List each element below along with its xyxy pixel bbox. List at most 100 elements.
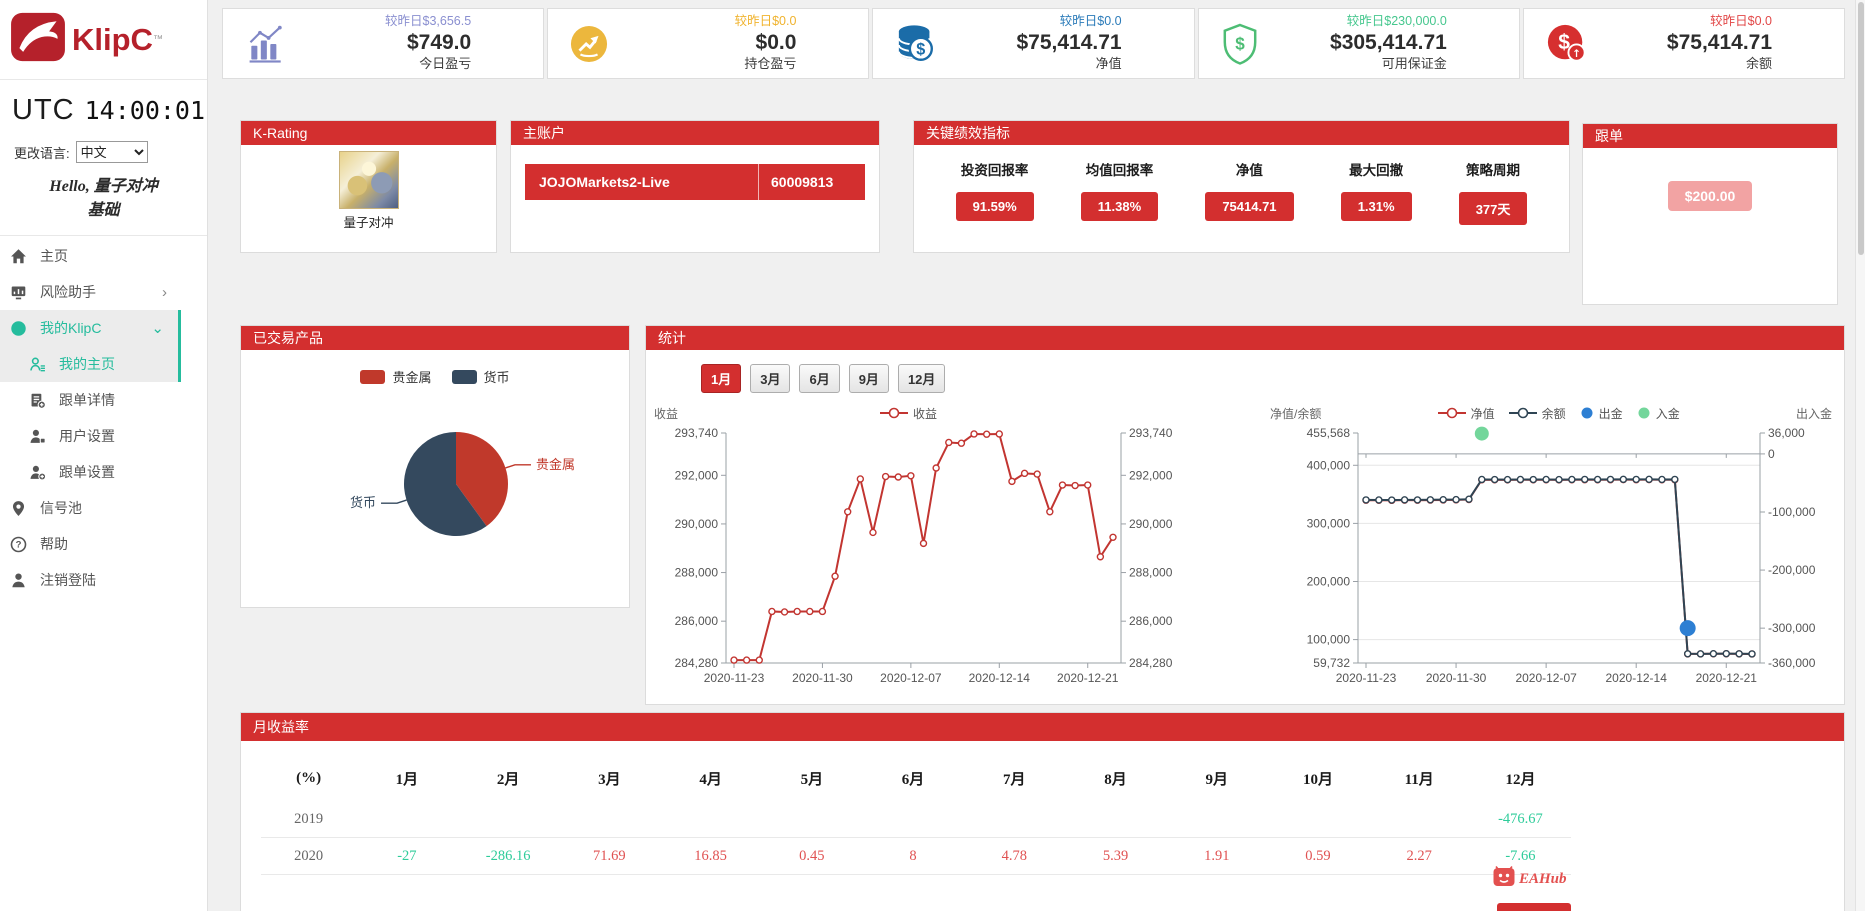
profit-chart: 284,280 286,000 288,000 290,000 292,000 293,7… [654, 423, 1199, 700]
page-scrollbar[interactable] [1855, 0, 1865, 911]
legend-item-出金[interactable]: 出金 [1580, 405, 1623, 422]
main-content: 较昨日$3,656.5 $749.0 今日盈亏 较昨日$0.0 $0.0 持仓盈亏 $ 较昨日… [208, 0, 1865, 911]
stats-tabs: 1月 3月 6月 9月 12月 [701, 364, 1844, 393]
logout-icon [9, 572, 27, 589]
sidebar-item-我的KlipC[interactable]: 我的KlipC ⌄ [0, 310, 181, 346]
tab-12月[interactable]: 12月 [897, 364, 946, 393]
doc-plus-icon [28, 392, 46, 409]
sidebar: KlipC ™ UTC 14:00:01 更改语言: 中文 Hello, 量子对… [0, 0, 208, 911]
stat-label: 持仓盈亏 [744, 56, 797, 72]
kpi-value: 75414.71 [1205, 192, 1294, 221]
kpi-header: 关键绩效指标 [914, 121, 1569, 145]
kpi-label: 策略周期 [1466, 163, 1521, 178]
svg-text:2020-12-21: 2020-12-21 [1696, 671, 1758, 685]
tab-9月[interactable]: 9月 [848, 364, 889, 393]
main-account-header: 主账户 [511, 121, 879, 145]
scrollbar-thumb[interactable] [1858, 2, 1864, 255]
svg-text:100,000: 100,000 [1307, 633, 1351, 647]
greeting-line1: Hello, 量子对冲 [49, 178, 158, 195]
monthly-action-button[interactable] [1497, 903, 1571, 911]
language-label: 更改语言: [14, 145, 70, 161]
profit-legend: 收益 [880, 405, 937, 422]
kpi-value: 11.38% [1080, 192, 1159, 221]
monthly-returns-table: (%) 1月 2月 3月 4月 5月 6月 7月 8月 9月 10月 11月 12月 2019 -476.6… [241, 755, 1571, 911]
kpi-item-均值回报率: 均值回报率 11.38% [1080, 145, 1159, 225]
copy-amount-button[interactable]: $200.00 [1668, 181, 1752, 211]
svg-text:2020-12-07: 2020-12-07 [1515, 671, 1577, 685]
copy-trade-header: 跟单 [1583, 124, 1837, 148]
sidebar-item-风险助手[interactable]: 风险助手 › [0, 274, 181, 310]
trend-circle-icon [570, 25, 616, 63]
equity-axis-title-right: 出入金 [1796, 406, 1833, 421]
circle-icon [9, 320, 27, 337]
sidebar-item-我的主页[interactable]: 我的主页 [0, 346, 181, 382]
statistics-header: 统计 [646, 326, 1844, 350]
sidebar-item-label: 跟单设置 [59, 464, 115, 480]
kpi-item-策略周期: 策略周期 377天 [1458, 145, 1528, 225]
tab-3月[interactable]: 3月 [750, 364, 791, 393]
monthly-returns-card: 月收益率 (%) 1月 2月 3月 4月 5月 6月 7月 8月 9月 10月 11月 12月 2019-… [240, 712, 1845, 911]
svg-text:290,000: 290,000 [1129, 517, 1173, 531]
svg-text:-100,000: -100,000 [1768, 505, 1816, 519]
user-gear-icon [28, 428, 46, 445]
account-bar[interactable]: JOJOMarkets2-Live 60009813 [525, 164, 865, 200]
stat-value: $75,414.71 [1016, 31, 1122, 55]
help-icon: ? [9, 536, 27, 553]
legend-item-净值[interactable]: 净值 [1437, 405, 1495, 422]
sidebar-item-跟单详情[interactable]: 跟单详情 [0, 382, 181, 418]
logo[interactable]: KlipC ™ [0, 0, 207, 80]
stat-label: 可用保证金 [1381, 56, 1447, 72]
kpi-body: 投资回报率 91.59% 均值回报率 11.38% 净值 75414.71 最大回撤 1.31… [914, 145, 1569, 225]
kpi-item-投资回报率: 投资回报率 91.59% [955, 145, 1034, 225]
products-pie-chart: 贵金属 货币 [241, 386, 629, 599]
person-list-icon [28, 356, 46, 373]
chevron-right-icon: › [162, 283, 167, 301]
stat-label: 净值 [1095, 56, 1122, 72]
stat-delta: 较昨日$230,000.0 [1346, 14, 1447, 29]
clock-prefix: UTC [12, 94, 75, 126]
sidebar-item-主页[interactable]: 主页 [0, 238, 181, 274]
stat-value: $305,414.71 [1330, 31, 1447, 55]
statistics-card: 统计 1月 3月 6月 9月 12月 收益 收益 284,280 286,000 288,0… [645, 325, 1845, 705]
sidebar-item-label: 注销登陆 [40, 572, 96, 588]
svg-text:货币: 货币 [350, 495, 376, 510]
tab-6月[interactable]: 6月 [799, 364, 840, 393]
shield-dollar-icon: $ [1221, 23, 1267, 65]
account-name: JOJOMarkets2-Live [525, 164, 759, 200]
svg-text:2020-12-14: 2020-12-14 [1606, 671, 1668, 685]
sidebar-item-帮助[interactable]: ? 帮助 [0, 526, 181, 562]
equity-legend: 净值 余额 出金 入金 [1437, 405, 1680, 422]
language-select[interactable]: 中文 [75, 141, 148, 163]
main-account-card: 主账户 JOJOMarkets2-Live 60009813 [510, 120, 880, 253]
legend-item-收益[interactable]: 收益 [880, 405, 937, 422]
tab-1月[interactable]: 1月 [701, 364, 742, 393]
svg-text:↑: ↑ [1572, 47, 1581, 59]
profit-axis-title: 收益 [654, 406, 679, 421]
stat-delta: 较昨日$0.0 [1710, 14, 1773, 29]
kpi-label: 投资回报率 [960, 163, 1029, 178]
svg-text:59,732: 59,732 [1313, 656, 1350, 670]
sidebar-item-注销登陆[interactable]: 注销登陆 [0, 562, 181, 598]
stat-delta: 较昨日$3,656.5 [385, 14, 472, 29]
pie-legend-货币[interactable]: 货币 [451, 367, 510, 386]
pie-legend-贵金属[interactable]: 贵金属 [360, 367, 432, 386]
avatar-image [338, 151, 399, 209]
stat-value: $749.0 [406, 31, 472, 55]
stat-label: 今日盈亏 [419, 56, 472, 72]
sidebar-item-label: 风险助手 [40, 284, 96, 300]
pin-icon [9, 500, 27, 517]
legend-item-余额[interactable]: 余额 [1508, 405, 1566, 422]
eahub-logo-icon [1493, 866, 1515, 893]
sidebar-item-label: 主页 [40, 248, 68, 264]
svg-text:$: $ [917, 40, 926, 58]
kpi-value: 377天 [1458, 192, 1528, 225]
stat-card-余额: $ ↑ 较昨日$0.0 $75,414.71 余额 [1522, 8, 1846, 79]
svg-text:36,000: 36,000 [1768, 426, 1805, 440]
legend-item-入金[interactable]: 入金 [1637, 405, 1680, 422]
logo-tm: ™ [152, 34, 163, 45]
sidebar-item-信号池[interactable]: 信号池 [0, 490, 181, 526]
sidebar-item-用户设置[interactable]: 用户设置 [0, 418, 181, 454]
kpi-value: 1.31% [1340, 192, 1412, 221]
sidebar-item-跟单设置[interactable]: 跟单设置 [0, 454, 181, 490]
